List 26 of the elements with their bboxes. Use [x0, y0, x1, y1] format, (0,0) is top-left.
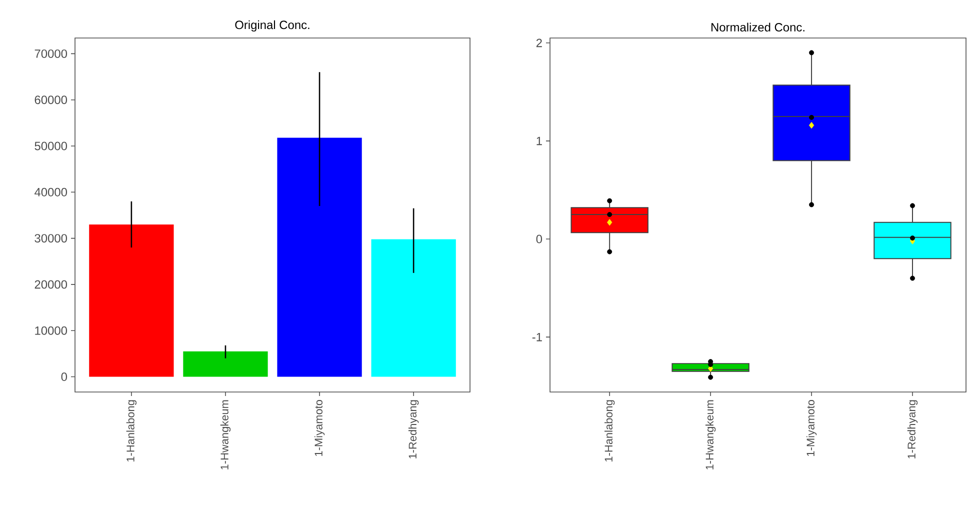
y-tick-label: 30000 [34, 234, 68, 243]
y-tick-label: 50000 [34, 142, 68, 150]
y-tick-label: 2 [536, 38, 542, 48]
y-tick-label: 70000 [34, 49, 68, 58]
y-tick-label: 10000 [35, 326, 68, 335]
bar [89, 224, 174, 377]
bar [371, 239, 456, 377]
bar [277, 138, 362, 377]
y-tick-label: -1 [532, 332, 542, 342]
x-tick-label: 1-Redhyang [907, 400, 918, 458]
x-tick-label: 1-Hanlabong [126, 400, 137, 462]
y-tick-label: 60000 [34, 96, 68, 104]
y-tick-label: 1 [536, 136, 542, 146]
x-tick-label: 1-Hanlabong [604, 400, 615, 462]
x-tick-label: 1-Hwangkeum [705, 400, 716, 470]
y-tick-label: 20000 [34, 280, 68, 289]
y-tick-label: 0 [61, 372, 68, 381]
x-tick-label: 1-Hwangkeum [220, 400, 231, 470]
chart-title: Original Conc. [235, 20, 310, 32]
chart-title: Normalized Conc. [711, 22, 804, 32]
y-tick-label: 0 [536, 234, 542, 244]
x-tick-label: 1-Redhyang [408, 400, 419, 458]
y-tick-label: 40000 [34, 188, 68, 196]
x-tick-label: 1-Miyamoto [314, 400, 325, 456]
bar [183, 351, 268, 377]
x-tick-label: 1-Miyamoto [806, 400, 817, 456]
